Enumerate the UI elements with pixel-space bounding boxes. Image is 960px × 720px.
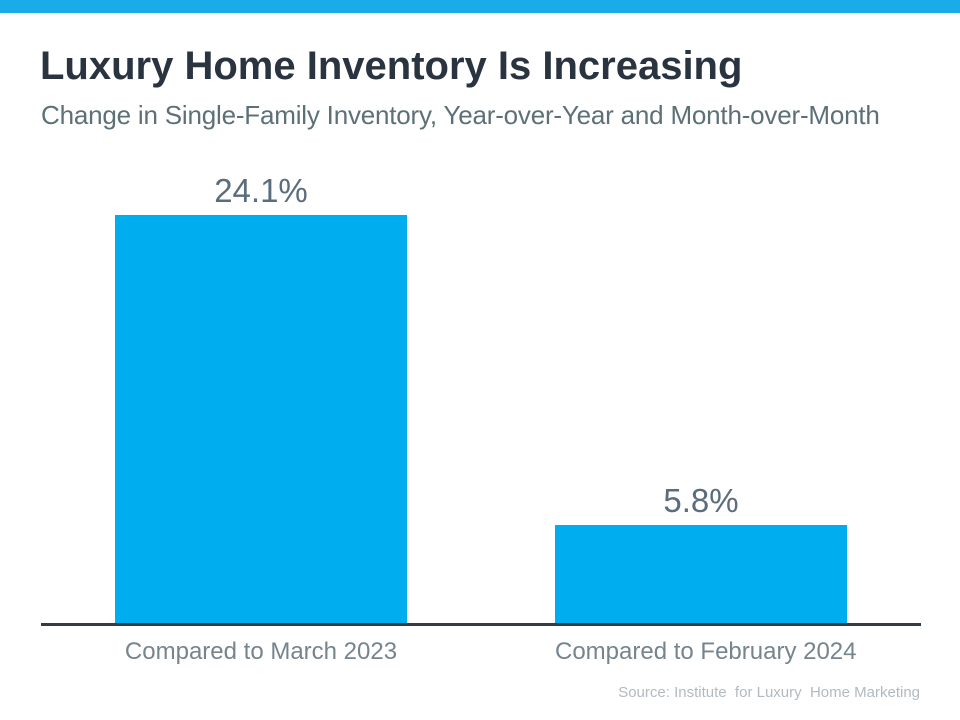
page-title: Luxury Home Inventory Is Increasing: [40, 44, 743, 88]
bar-compared-to-march-2023: [115, 215, 407, 623]
bar-value-label: 5.8%: [663, 482, 739, 519]
bar-group-march-2023: 24.1%: [115, 172, 407, 623]
source-attribution: Source: Institute for Luxury Home Market…: [618, 684, 920, 701]
bar-value-label: 24.1%: [214, 172, 308, 209]
bar-compared-to-february-2024: [555, 525, 847, 623]
bar-group-february-2024: 5.8%: [555, 482, 847, 623]
x-axis-category-label: Compared to February 2024: [555, 638, 857, 665]
x-axis-category-label: Compared to March 2023: [124, 638, 398, 665]
top-accent-bar: [0, 0, 960, 13]
x-axis-line: [41, 623, 921, 626]
page-subtitle: Change in Single-Family Inventory, Year-…: [41, 100, 880, 130]
